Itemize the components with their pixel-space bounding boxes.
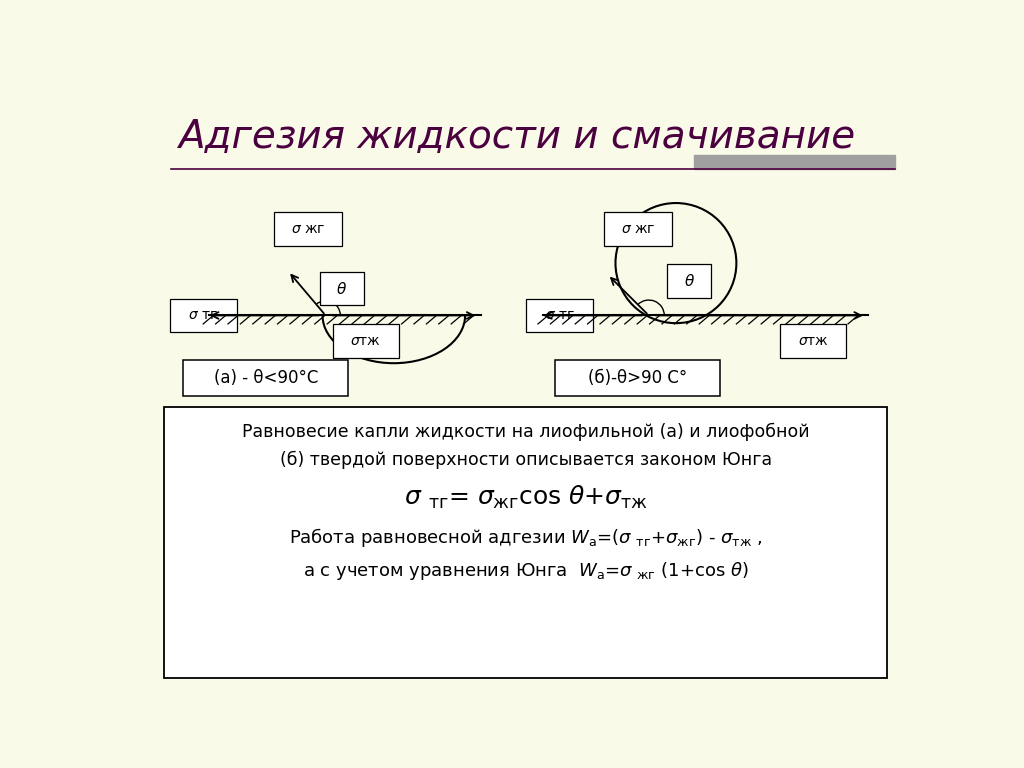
FancyBboxPatch shape [183, 360, 348, 396]
Text: (а) - θ<90°С: (а) - θ<90°С [214, 369, 318, 387]
FancyBboxPatch shape [321, 272, 364, 306]
Text: $\theta$: $\theta$ [336, 280, 347, 296]
Text: $\sigma$ жг: $\sigma$ жг [291, 222, 325, 237]
Text: Адгезия жидкости и смачивание: Адгезия жидкости и смачивание [178, 118, 855, 156]
Text: $\sigma$ жг: $\sigma$ жг [621, 222, 655, 237]
Text: $\sigma$тж: $\sigma$тж [350, 334, 381, 348]
Text: (б)-θ>90 С°: (б)-θ>90 С° [589, 369, 687, 387]
Text: $\sigma$ тг: $\sigma$ тг [188, 309, 218, 323]
Text: (б) твердой поверхности описывается законом Юнга: (б) твердой поверхности описывается зако… [280, 451, 772, 469]
FancyBboxPatch shape [604, 212, 672, 247]
FancyBboxPatch shape [165, 407, 887, 678]
FancyBboxPatch shape [333, 324, 399, 358]
FancyBboxPatch shape [779, 324, 847, 358]
Text: а с учетом уравнения Юнга  $W_{\mathregular{a}}$=$\sigma$ $_{\mathregular{жг}}$ : а с учетом уравнения Юнга $W_{\mathregul… [303, 561, 749, 582]
FancyBboxPatch shape [668, 264, 711, 298]
FancyBboxPatch shape [273, 212, 342, 247]
Bar [693, 155, 895, 169]
Text: $\sigma$ $_{\mathregular{тг}}$= $\sigma_{\mathregular{жг}}$cos $\theta$+$\sigma_: $\sigma$ $_{\mathregular{тг}}$= $\sigma_… [403, 483, 647, 511]
Text: Работа равновесной адгезии $W_{\mathregular{a}}$=($\sigma$ $_{\mathregular{тг}}$: Работа равновесной адгезии $W_{\mathregu… [289, 525, 763, 548]
Text: $\sigma$тж: $\sigma$тж [798, 334, 828, 348]
Text: $\sigma$ тг: $\sigma$ тг [545, 309, 574, 323]
Text: Равновесие капли жидкости на лиофильной (а) и лиофобной: Равновесие капли жидкости на лиофильной … [242, 423, 809, 442]
FancyBboxPatch shape [170, 299, 237, 333]
FancyBboxPatch shape [526, 299, 593, 333]
Text: $\theta$: $\theta$ [684, 273, 694, 289]
FancyBboxPatch shape [555, 360, 720, 396]
